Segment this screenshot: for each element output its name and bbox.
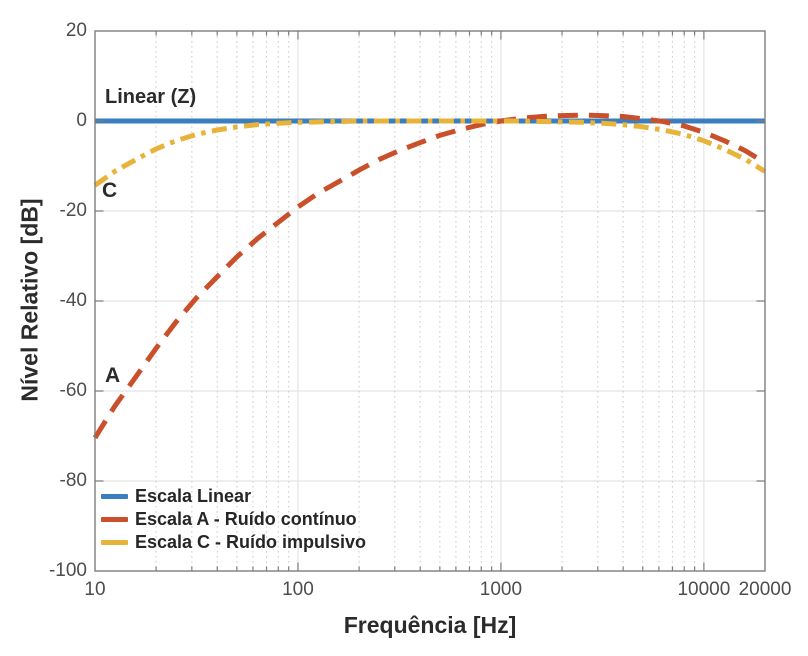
annotation-a-curve: A xyxy=(105,364,121,387)
y-tick-label: -40 xyxy=(59,290,87,311)
annotation-linear-z: Linear (Z) xyxy=(105,86,197,108)
legend-item-a: Escala A - Ruído contínuo xyxy=(101,510,366,528)
x-tick-label: 20000 xyxy=(738,579,792,600)
y-axis-label: Nível Relativo [dB] xyxy=(16,198,43,402)
legend-swatch-c xyxy=(101,539,128,545)
y-tick-label: 20 xyxy=(65,20,87,41)
legend-item-c: Escala C - Ruído impulsivo xyxy=(101,533,366,551)
y-tick-label: -100 xyxy=(48,560,87,581)
y-tick-label: 0 xyxy=(76,110,87,131)
legend: Escala Linear Escala A - Ruído contínuo … xyxy=(101,487,366,551)
legend-label-a: Escala A - Ruído contínuo xyxy=(135,509,357,529)
x-tick-label: 1000 xyxy=(479,579,523,600)
x-tick-label: 100 xyxy=(282,579,314,600)
y-tick-label: -20 xyxy=(59,200,87,221)
legend-swatch-a xyxy=(101,516,128,522)
legend-label-linear: Escala Linear xyxy=(135,486,252,506)
x-axis-label: Frequência [Hz] xyxy=(343,612,517,638)
y-tick-label: -80 xyxy=(59,470,87,491)
x-tick-label: 10 xyxy=(84,579,106,600)
legend-item-linear: Escala Linear xyxy=(101,487,366,505)
y-tick-label: -60 xyxy=(59,380,87,401)
annotation-c-curve: C xyxy=(102,179,118,202)
legend-label-c: Escala C - Ruído impulsivo xyxy=(135,532,367,552)
x-tick-label: 10000 xyxy=(677,579,731,600)
legend-swatch-linear xyxy=(101,493,128,499)
